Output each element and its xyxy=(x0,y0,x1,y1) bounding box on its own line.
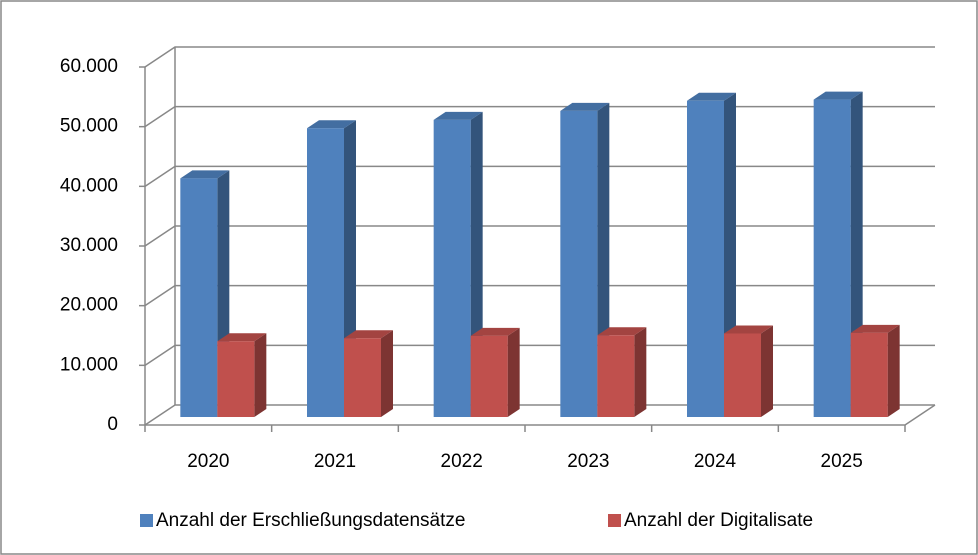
y-tick-label: 30.000 xyxy=(60,235,118,256)
bar xyxy=(597,335,635,417)
legend-label: Anzahl der Erschließungsdatensätze xyxy=(156,510,465,531)
x-tick-label: 2025 xyxy=(821,451,863,472)
x-tick-label: 2020 xyxy=(187,451,229,472)
x-tick-label: 2024 xyxy=(694,451,737,472)
bar-side xyxy=(507,327,520,417)
x-tick-label: 2022 xyxy=(441,451,483,472)
bar-side xyxy=(887,324,900,417)
y-tick-label: 0 xyxy=(107,414,118,435)
bar-top xyxy=(597,327,647,336)
bar-side xyxy=(761,325,773,417)
y-tick-label: 50.000 xyxy=(60,116,118,137)
bar-top xyxy=(813,91,863,100)
bar xyxy=(433,119,471,418)
legend-swatch xyxy=(608,514,621,527)
y-tick-label: 60.000 xyxy=(60,56,118,77)
grid-line xyxy=(144,225,935,247)
bar-top xyxy=(724,325,773,334)
bar-top xyxy=(850,324,900,333)
grid-line xyxy=(144,165,935,187)
y-tick-label: 20.000 xyxy=(60,295,118,316)
grid-line xyxy=(144,46,935,68)
grid-line xyxy=(144,105,935,128)
x-tick-label: 2023 xyxy=(567,451,609,472)
bar-side xyxy=(381,330,393,417)
bar-top xyxy=(687,92,736,101)
bar xyxy=(560,110,598,417)
bar xyxy=(687,100,724,418)
grid-line xyxy=(144,284,935,307)
legend-swatch xyxy=(140,514,153,527)
bar-top xyxy=(344,330,393,339)
y-tick-label: 40.000 xyxy=(60,175,118,196)
grid-line xyxy=(144,344,935,366)
bar xyxy=(344,338,381,417)
grid-line xyxy=(144,404,935,426)
bar xyxy=(850,332,888,417)
bar-top xyxy=(180,170,230,179)
bar xyxy=(470,335,508,417)
legend-label: Anzahl der Digitalisate xyxy=(624,510,813,531)
bar xyxy=(813,99,851,417)
bar xyxy=(217,341,255,417)
bar-top xyxy=(470,327,520,336)
bar-top xyxy=(307,120,356,129)
x-tick-label: 2021 xyxy=(314,451,356,472)
bar-side xyxy=(634,327,647,417)
bar-top xyxy=(217,333,267,342)
bar-top xyxy=(433,111,483,120)
y-tick-label: 10.000 xyxy=(60,354,118,375)
bar xyxy=(724,333,761,417)
bar xyxy=(307,128,344,418)
bar-side xyxy=(254,333,267,417)
bar-top xyxy=(560,102,610,111)
bar xyxy=(180,178,218,417)
